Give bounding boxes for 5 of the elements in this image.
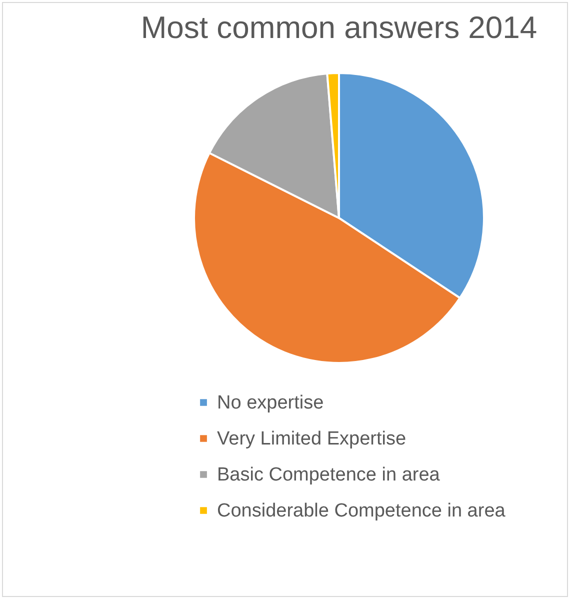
- legend-label: Considerable Competence in area: [217, 500, 506, 522]
- legend-label: No expertise: [217, 392, 324, 414]
- legend-label: Very Limited Expertise: [217, 428, 406, 450]
- chart-title: Most common answers 2014: [140, 10, 538, 45]
- legend-label: Basic Competence in area: [217, 464, 440, 486]
